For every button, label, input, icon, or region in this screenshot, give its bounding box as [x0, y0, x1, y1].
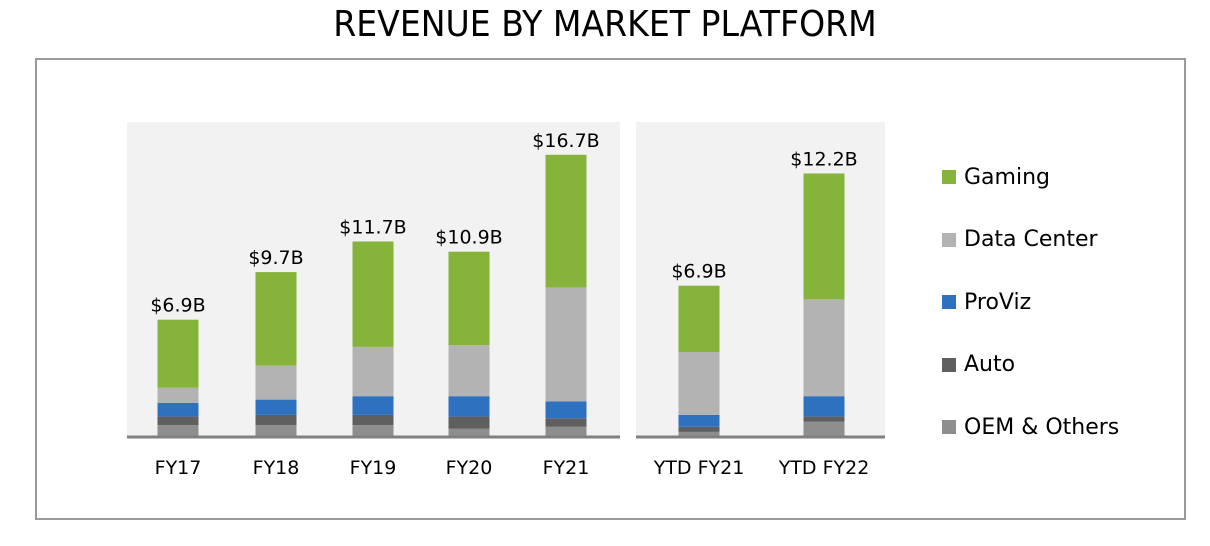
bar-segment-fy21-oem-and-others — [545, 426, 587, 437]
bar-segment-ytd-fy22-proviz — [803, 396, 845, 417]
x-tick-label-fy21: FY21 — [543, 457, 590, 479]
legend-label-proviz: ProViz — [964, 289, 1032, 315]
bar-segment-fy19-proviz — [352, 396, 394, 415]
legend-swatch-auto — [942, 357, 956, 372]
bar-segment-fy18-data-center — [255, 365, 297, 400]
total-label-fy18: $9.7B — [248, 247, 303, 269]
x-tick-label-ytd-fy22: YTD FY22 — [778, 457, 870, 479]
legend-label-oem-others: OEM & Others — [964, 414, 1120, 440]
legend: Gaming Data Center ProViz Auto OEM & Oth… — [942, 146, 1119, 459]
x-tick-label-fy18: FY18 — [253, 457, 300, 479]
bar-segment-fy18-proviz — [255, 399, 297, 415]
bar-segment-fy20-gaming — [448, 251, 490, 346]
bar-segment-fy18-gaming — [255, 272, 297, 366]
total-label-ytd-fy21: $6.9B — [671, 261, 726, 283]
bar-segment-ytd-fy21-auto — [678, 426, 720, 432]
legend-item-gaming: Gaming — [942, 146, 1119, 209]
bar-segment-ytd-fy22-gaming — [803, 173, 845, 300]
legend-swatch-oem-others — [942, 420, 956, 435]
x-tick-label-fy19: FY19 — [350, 457, 397, 479]
legend-swatch-proviz — [942, 295, 956, 310]
x-tick-label-fy17: FY17 — [155, 457, 202, 479]
total-label-fy20: $10.9B — [435, 227, 502, 249]
legend-label-auto: Auto — [964, 352, 1016, 378]
bar-segment-fy17-proviz — [157, 403, 199, 417]
bar-segment-fy18-auto — [255, 414, 297, 426]
bar-segment-ytd-fy22-data-center — [803, 299, 845, 397]
bar-segment-fy19-auto — [352, 414, 394, 426]
bar-segment-fy19-data-center — [352, 346, 394, 397]
legend-swatch-gaming — [942, 170, 956, 185]
bar-segment-fy21-auto — [545, 418, 587, 427]
legend-item-proviz: ProViz — [942, 271, 1119, 334]
bar-segment-fy17-data-center — [157, 387, 199, 403]
bar-segment-fy20-oem-and-others — [448, 428, 490, 437]
bar-segment-ytd-fy21-proviz — [678, 414, 720, 427]
bar-segment-fy20-data-center — [448, 345, 490, 397]
legend-label-gaming: Gaming — [964, 164, 1050, 190]
x-tick-label-fy20: FY20 — [446, 457, 493, 479]
bar-segment-fy21-proviz — [545, 401, 587, 419]
bar-segment-fy19-gaming — [352, 241, 394, 347]
legend-item-data-center: Data Center — [942, 209, 1119, 272]
bar-segment-fy21-data-center — [545, 287, 587, 402]
bar-segment-fy19-oem-and-others — [352, 425, 394, 437]
total-label-fy19: $11.7B — [339, 217, 406, 239]
bar-segment-fy17-auto — [157, 416, 199, 426]
bar-segment-ytd-fy21-data-center — [678, 352, 720, 415]
legend-item-oem-others: OEM & Others — [942, 396, 1119, 459]
total-label-fy21: $16.7B — [532, 130, 599, 152]
legend-label-data-center: Data Center — [964, 227, 1098, 253]
bar-segment-fy21-gaming — [545, 154, 587, 288]
bar-segment-ytd-fy21-gaming — [678, 285, 720, 352]
bar-segment-ytd-fy22-oem-and-others — [803, 421, 845, 437]
bar-segment-fy17-oem-and-others — [157, 425, 199, 437]
bar-segment-ytd-fy21-oem-and-others — [678, 431, 720, 437]
total-label-ytd-fy22: $12.2B — [790, 149, 857, 171]
legend-swatch-data-center — [942, 232, 956, 247]
bar-segment-fy17-gaming — [157, 319, 199, 388]
bar-segment-fy18-oem-and-others — [255, 425, 297, 437]
total-label-fy17: $6.9B — [150, 295, 205, 317]
chart-title: REVENUE BY MARKET PLATFORM — [333, 4, 877, 45]
bar-segment-fy20-auto — [448, 416, 490, 429]
legend-item-auto: Auto — [942, 334, 1119, 397]
bar-segment-ytd-fy22-auto — [803, 416, 845, 422]
x-tick-label-ytd-fy21: YTD FY21 — [653, 457, 745, 479]
bar-segment-fy20-proviz — [448, 396, 490, 417]
